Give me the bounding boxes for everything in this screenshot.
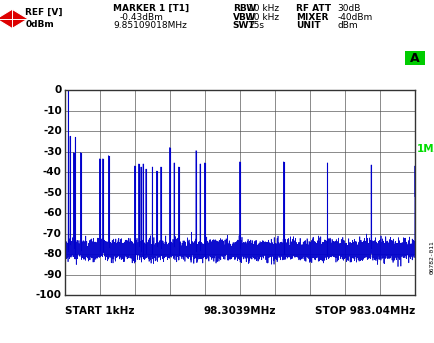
Text: dBm: dBm bbox=[336, 21, 357, 30]
Text: -70: -70 bbox=[43, 228, 62, 238]
Text: A: A bbox=[409, 52, 419, 65]
Text: START 1kHz: START 1kHz bbox=[65, 306, 134, 317]
Text: UNIT: UNIT bbox=[295, 21, 320, 30]
Text: -40dBm: -40dBm bbox=[336, 13, 372, 22]
Text: VBW: VBW bbox=[232, 13, 255, 22]
Text: 10 kHz: 10 kHz bbox=[247, 4, 279, 13]
Text: 30dB: 30dB bbox=[336, 4, 360, 13]
Polygon shape bbox=[0, 9, 28, 28]
Text: -50: -50 bbox=[43, 188, 62, 198]
Text: RF ATT: RF ATT bbox=[295, 4, 330, 13]
Text: STOP 983.04MHz: STOP 983.04MHz bbox=[315, 306, 414, 317]
Text: -40: -40 bbox=[43, 167, 62, 177]
FancyBboxPatch shape bbox=[404, 51, 424, 65]
Text: 98.3039MHz: 98.3039MHz bbox=[204, 306, 276, 317]
Text: 0: 0 bbox=[54, 85, 62, 95]
Text: -30: -30 bbox=[43, 147, 62, 157]
Text: 9.85109018MHz: 9.85109018MHz bbox=[113, 21, 187, 30]
Text: MIXER: MIXER bbox=[295, 13, 327, 22]
Text: SWT: SWT bbox=[232, 21, 255, 30]
Text: 1MA: 1MA bbox=[416, 144, 434, 154]
Text: REF [V]: REF [V] bbox=[25, 8, 62, 16]
Text: -100: -100 bbox=[36, 290, 62, 300]
Text: MARKER 1 [T1]: MARKER 1 [T1] bbox=[113, 4, 189, 13]
Text: -90: -90 bbox=[43, 270, 62, 280]
Text: 0dBm: 0dBm bbox=[25, 20, 54, 28]
Text: RBW: RBW bbox=[232, 4, 255, 13]
Text: -10: -10 bbox=[43, 106, 62, 116]
Text: 10 kHz: 10 kHz bbox=[247, 13, 279, 22]
Text: -0.43dBm: -0.43dBm bbox=[119, 13, 163, 22]
Text: 06782-011: 06782-011 bbox=[428, 240, 434, 274]
Text: -80: -80 bbox=[43, 249, 62, 259]
Text: -20: -20 bbox=[43, 126, 62, 136]
Text: 25s: 25s bbox=[247, 21, 263, 30]
Text: -60: -60 bbox=[43, 208, 62, 218]
